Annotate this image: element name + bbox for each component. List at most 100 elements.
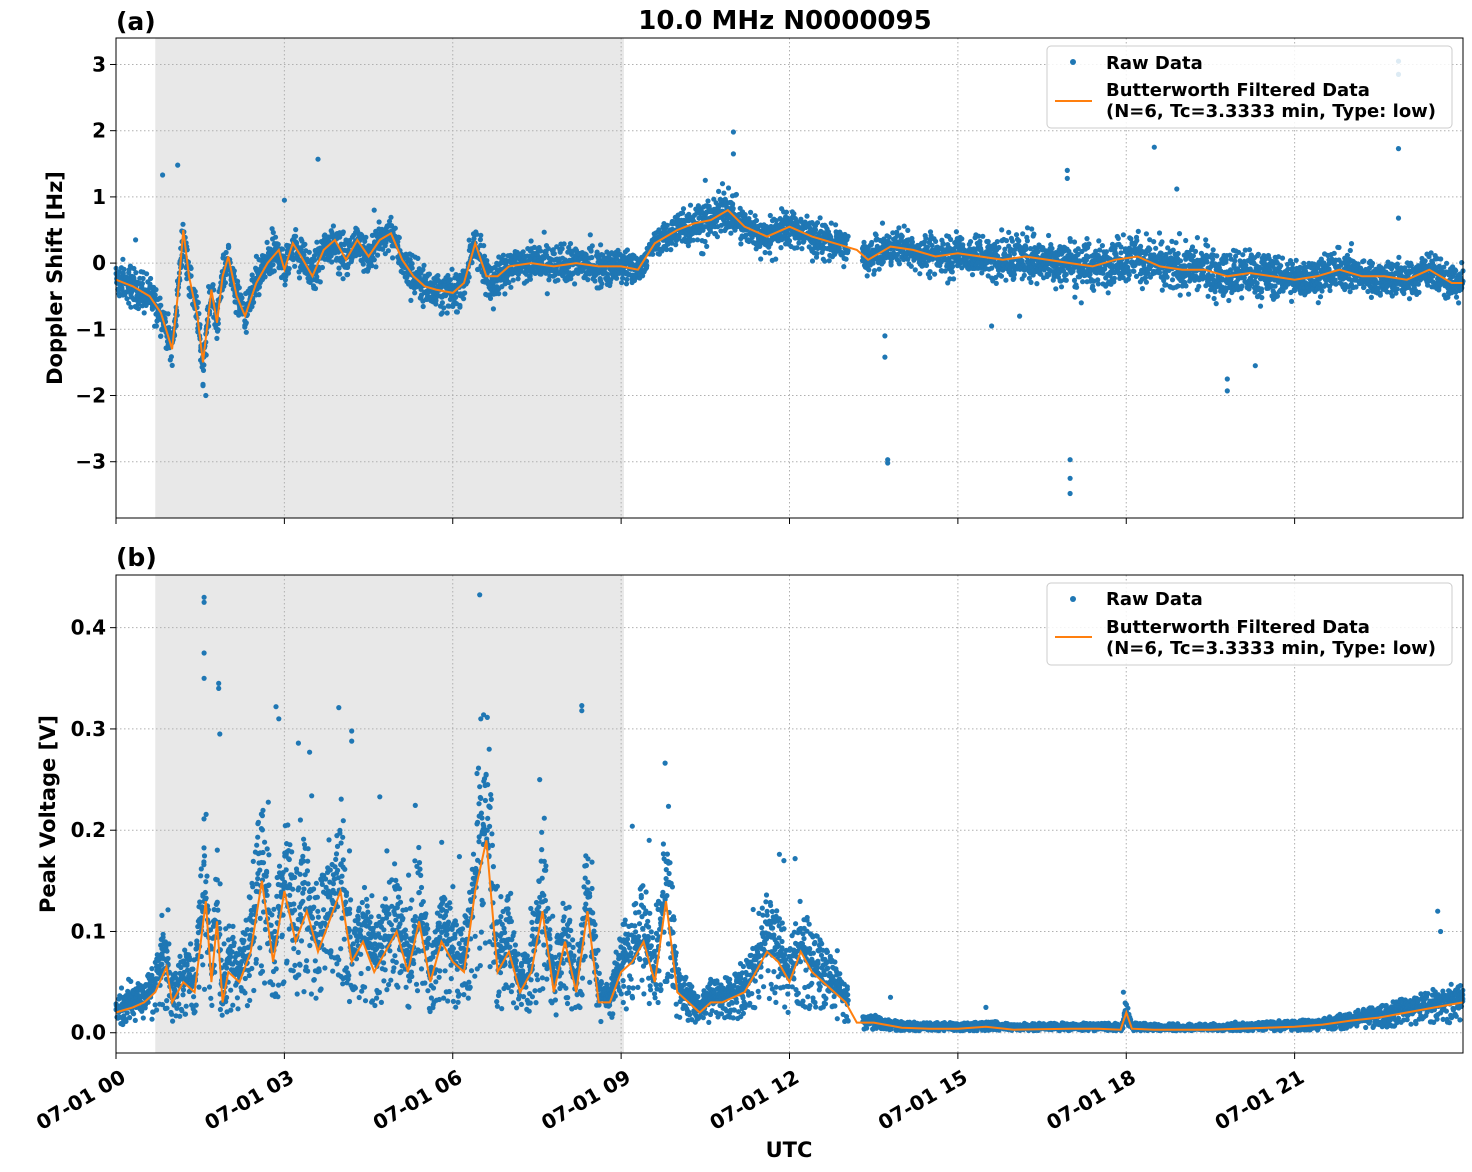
- raw-data-point: [585, 277, 591, 283]
- raw-data-point: [386, 218, 393, 224]
- raw-data-point: [192, 288, 198, 295]
- raw-data-point: [457, 304, 463, 310]
- raw-data-point: [454, 309, 460, 315]
- raw-data-point: [502, 291, 508, 297]
- raw-data-point: [180, 221, 186, 227]
- raw-data-point: [814, 220, 821, 226]
- raw-data-point: [1377, 292, 1383, 298]
- raw-data-point: [302, 241, 308, 247]
- raw-data-point: [1183, 283, 1189, 289]
- raw-data-point: [466, 274, 472, 280]
- raw-data-point: [1023, 246, 1029, 252]
- raw-data-point: [730, 205, 736, 212]
- raw-data-point: [193, 293, 199, 299]
- raw-data-point: [1226, 297, 1232, 304]
- raw-data-point: [871, 268, 878, 274]
- raw-data-point: [243, 320, 249, 326]
- raw-data-point: [572, 281, 578, 287]
- raw-data-point: [912, 267, 918, 273]
- raw-data-point: [932, 271, 938, 277]
- raw-data-point: [1103, 249, 1109, 255]
- raw-data-point: [917, 271, 923, 277]
- raw-data-point: [133, 270, 139, 276]
- raw-data-point: [1091, 287, 1097, 293]
- raw-data-point: [340, 229, 346, 235]
- raw-data-point: [1239, 295, 1245, 301]
- raw-data-point: [201, 362, 207, 368]
- raw-data-point: [158, 302, 164, 308]
- raw-data-point: [1071, 239, 1078, 245]
- raw-data-point: [1031, 231, 1037, 237]
- raw-data-point: [449, 266, 455, 272]
- raw-data-point: [169, 362, 175, 368]
- raw-data-point: [222, 280, 228, 286]
- raw-data-point: [1095, 281, 1101, 287]
- raw-data-point: [1159, 239, 1165, 245]
- raw-data-point: [510, 277, 516, 283]
- raw-data-point: [293, 227, 299, 233]
- raw-data-point: [959, 236, 965, 242]
- raw-data-point: [809, 258, 816, 264]
- raw-data-point: [275, 241, 281, 247]
- raw-data-point: [1013, 232, 1020, 238]
- raw-data-point: [153, 287, 159, 293]
- raw-data-point: [948, 236, 954, 243]
- raw-data-point: [223, 271, 229, 278]
- raw-data-point: [587, 232, 593, 238]
- raw-data-point: [1257, 303, 1264, 309]
- raw-data-point: [165, 311, 171, 317]
- raw-data-point: [141, 310, 147, 316]
- raw-data-point: [375, 252, 381, 258]
- raw-data-point: [822, 258, 828, 264]
- raw-data-point: [1240, 252, 1246, 258]
- raw-data-point: [286, 266, 292, 272]
- raw-data-point: [968, 239, 974, 245]
- raw-data-point: [1204, 259, 1210, 265]
- raw-data-point: [1049, 245, 1055, 252]
- raw-data-point: [1131, 268, 1137, 274]
- raw-data-point: [1246, 247, 1253, 253]
- raw-data-point: [158, 333, 164, 339]
- raw-data-point: [239, 295, 245, 301]
- raw-data-point: [845, 233, 851, 239]
- raw-data-point: [738, 241, 744, 247]
- raw-data-point: [544, 291, 550, 297]
- raw-data-point: [1074, 284, 1080, 290]
- raw-data-point: [1003, 277, 1009, 283]
- raw-data-point: [256, 292, 262, 298]
- raw-data-point: [270, 229, 276, 236]
- raw-data-point: [312, 285, 319, 292]
- raw-data-point: [680, 206, 687, 212]
- raw-data-point: [1028, 279, 1034, 285]
- raw-data-point: [360, 261, 366, 267]
- raw-data-point: [409, 265, 415, 271]
- raw-data-point: [1194, 235, 1200, 241]
- raw-data-point: [1063, 271, 1069, 277]
- raw-data-point: [1016, 238, 1022, 244]
- raw-data-point: [817, 215, 823, 221]
- raw-data-point: [121, 266, 127, 272]
- raw-data-point: [380, 246, 386, 252]
- raw-data-point: [1096, 238, 1102, 244]
- raw-data-point: [1003, 238, 1010, 244]
- raw-data-point: [264, 239, 270, 245]
- raw-data-point: [1138, 243, 1144, 249]
- raw-data-point: [994, 239, 1000, 245]
- raw-data-point: [289, 252, 295, 258]
- raw-data-point: [1011, 271, 1018, 278]
- raw-data-point: [240, 300, 246, 306]
- raw-data-point: [270, 262, 276, 268]
- raw-data-point: [296, 275, 303, 281]
- raw-data-point: [561, 241, 567, 247]
- raw-data-point: [415, 255, 421, 261]
- raw-data-point: [1205, 293, 1211, 299]
- raw-data-point: [1289, 298, 1295, 304]
- raw-data-point: [1169, 277, 1176, 283]
- raw-data-point: [1396, 254, 1402, 260]
- raw-data-point: [236, 285, 242, 291]
- raw-data-point: [728, 230, 734, 236]
- raw-data-point: [624, 276, 630, 283]
